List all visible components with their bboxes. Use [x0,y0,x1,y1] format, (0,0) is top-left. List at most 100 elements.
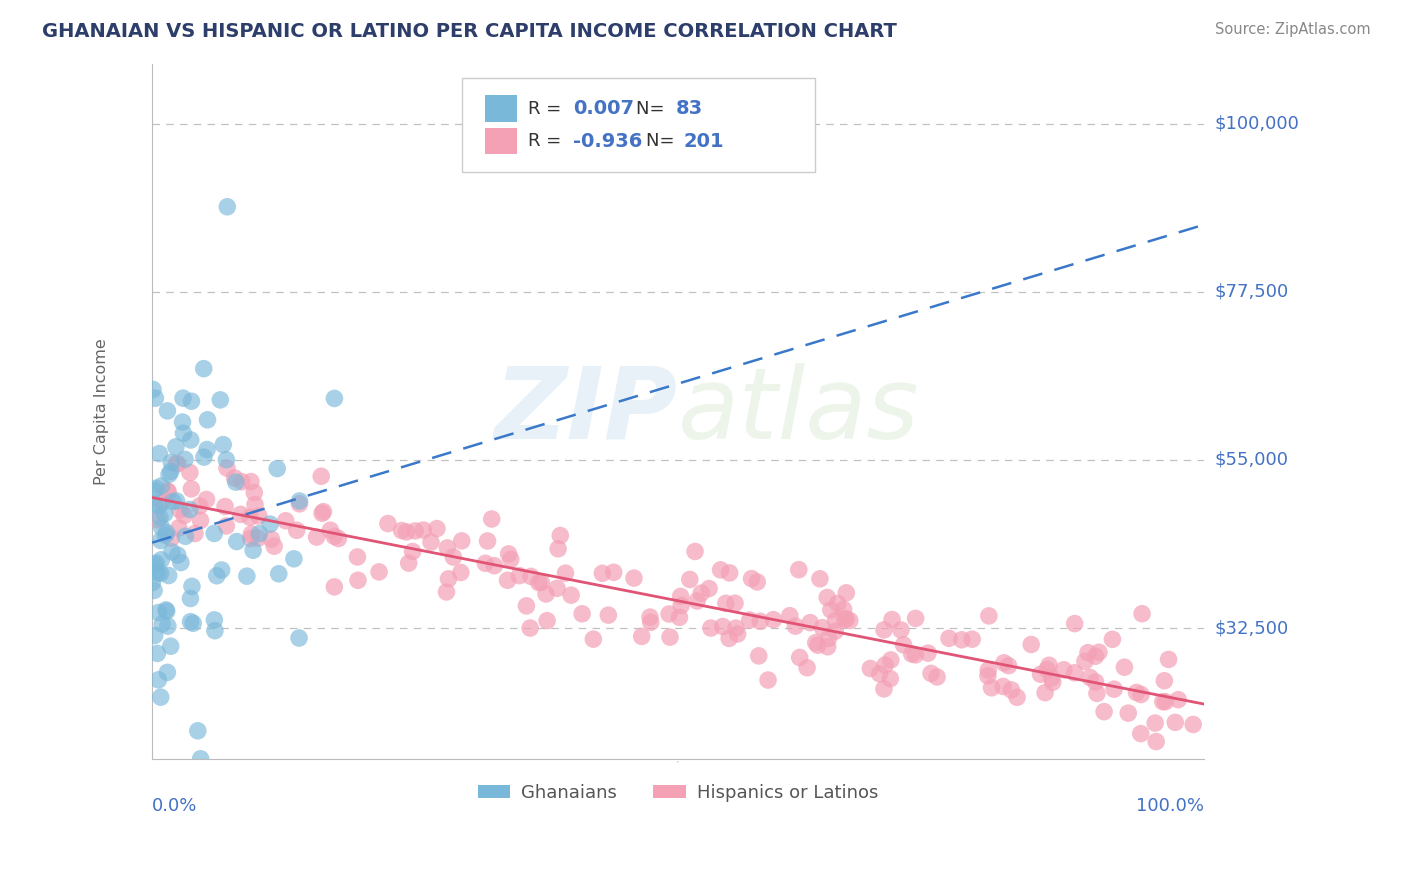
Point [165,440,187,454]
Point [1077,646,1099,660]
Point [319,523,342,537]
Point [239,475,262,489]
Point [554,566,576,581]
Point [143,558,166,572]
Point [796,661,818,675]
Point [582,632,605,647]
Point [231,475,253,489]
Point [787,563,810,577]
Point [145,556,167,570]
Point [977,663,1000,677]
Point [827,596,849,610]
Point [420,535,443,549]
Point [377,516,399,531]
Point [904,611,927,625]
Point [156,525,179,540]
Point [172,391,194,405]
Point [239,532,262,546]
Point [477,533,499,548]
Point [274,514,297,528]
Point [756,673,779,687]
Point [391,524,413,538]
Point [1085,686,1108,700]
Point [184,526,207,541]
Point [834,612,856,626]
Point [496,574,519,588]
Point [149,533,172,548]
Point [498,547,520,561]
Text: -0.936: -0.936 [572,132,643,151]
Point [727,627,749,641]
Point [571,607,593,621]
Point [285,524,308,538]
Point [623,571,645,585]
Point [195,442,218,457]
Point [437,572,460,586]
Point [150,479,173,493]
Point [441,550,464,565]
Point [835,612,858,626]
Point [1116,706,1139,720]
Point [426,522,449,536]
FancyBboxPatch shape [463,78,814,172]
Point [808,572,831,586]
Point [824,624,846,639]
Point [157,485,180,500]
Point [243,498,266,512]
Point [347,574,370,588]
Text: $32,500: $32,500 [1215,619,1289,637]
Point [560,588,582,602]
Point [1038,658,1060,673]
FancyBboxPatch shape [485,128,517,154]
Point [869,666,891,681]
Point [143,497,166,511]
Point [450,566,472,580]
Point [817,632,839,646]
Point [1167,692,1189,706]
Point [591,566,613,581]
Point [153,507,176,521]
Point [214,500,236,514]
Point [815,591,838,605]
Point [1101,632,1123,647]
Text: Per Capita Income: Per Capita Income [94,338,110,484]
Point [679,573,702,587]
Point [156,619,179,633]
Point [1153,673,1175,688]
Point [174,452,197,467]
Point [789,650,811,665]
Point [977,669,1000,683]
Text: 201: 201 [683,132,724,151]
Point [890,623,912,637]
Point [741,572,763,586]
Point [174,529,197,543]
Point [1130,688,1153,702]
Point [515,599,537,613]
Point [142,383,165,397]
Point [143,628,166,642]
Point [991,680,1014,694]
Point [160,545,183,559]
Point [288,497,311,511]
Point [209,392,232,407]
Point [1005,690,1028,705]
Point [368,565,391,579]
Point [640,615,662,630]
Point [412,523,434,537]
Point [141,575,163,590]
Point [156,665,179,680]
Point [925,670,948,684]
Point [312,505,335,519]
Point [724,621,747,635]
Point [638,610,661,624]
Point [658,607,681,621]
Point [960,632,983,647]
Point [1033,686,1056,700]
Text: $55,000: $55,000 [1215,451,1289,469]
Point [520,569,543,583]
Point [1029,667,1052,681]
Point [157,467,180,482]
Point [997,658,1019,673]
Point [156,404,179,418]
Point [170,556,193,570]
